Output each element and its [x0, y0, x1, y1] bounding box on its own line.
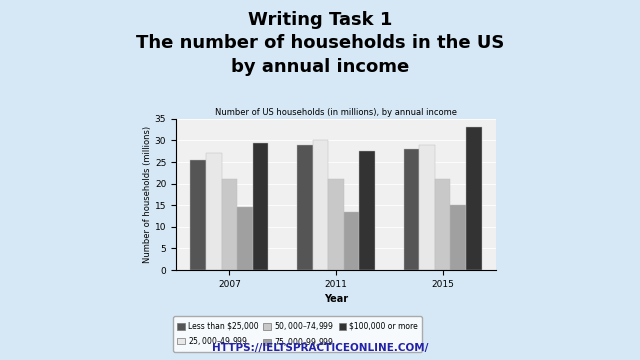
Bar: [328, 179, 344, 270]
Bar: [360, 151, 375, 270]
Bar: [404, 149, 419, 270]
Bar: [221, 179, 237, 270]
X-axis label: Year: Year: [324, 294, 348, 304]
Title: Number of US households (in millions), by annual income: Number of US households (in millions), b…: [215, 108, 457, 117]
Bar: [237, 207, 253, 270]
Legend: Less than $25,000, $25,000–$49,999, $50,000–$74,999, $75,000–$99,999, $100,000 o: Less than $25,000, $25,000–$49,999, $50,…: [173, 316, 422, 352]
Bar: [435, 179, 451, 270]
Bar: [419, 145, 435, 270]
Text: Writing Task 1
The number of households in the US
by annual income: Writing Task 1 The number of households …: [136, 11, 504, 76]
Bar: [206, 153, 221, 270]
Y-axis label: Number of households (millions): Number of households (millions): [143, 126, 152, 263]
Bar: [466, 127, 482, 270]
Text: HTTPS://IELTSPRACTICEONLINE.COM/: HTTPS://IELTSPRACTICEONLINE.COM/: [212, 343, 428, 353]
Bar: [312, 140, 328, 270]
Bar: [451, 205, 466, 270]
Bar: [253, 143, 268, 270]
Bar: [297, 145, 312, 270]
Bar: [344, 212, 360, 270]
Bar: [190, 160, 206, 270]
